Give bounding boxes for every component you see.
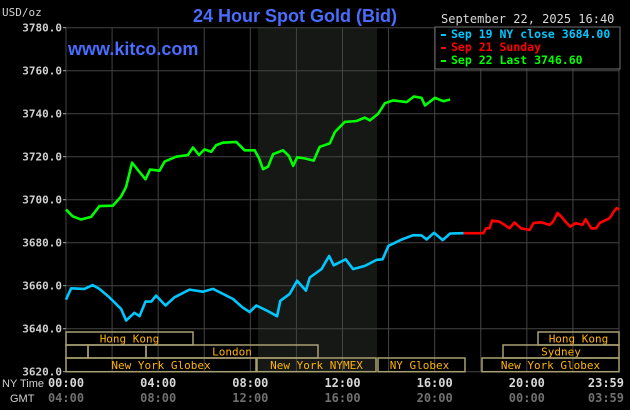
legend-swatch-0 xyxy=(441,34,446,36)
session-label: Hong Kong xyxy=(100,333,160,346)
session-box xyxy=(377,357,466,373)
y-tick-label: 3680.0 xyxy=(22,237,62,250)
session-box xyxy=(481,357,620,373)
legend-entry-2: Sep 22 Last 3746.60 xyxy=(451,53,583,67)
x-tick-ny: 08:00 xyxy=(232,376,268,390)
session-box xyxy=(256,357,377,373)
gmt-label: GMT xyxy=(10,393,35,405)
y-tick-label: 3760.0 xyxy=(22,65,62,78)
series-line-2 xyxy=(65,95,451,221)
x-tick-ny: 20:00 xyxy=(509,376,545,390)
x-tick-ny: 04:00 xyxy=(140,376,176,390)
y-tick-label: 3660.0 xyxy=(22,280,62,293)
legend-entry-1: Sep 21 Sunday xyxy=(451,40,541,54)
session-label: New York NYMEX xyxy=(270,359,363,372)
x-tick-gmt: 16:00 xyxy=(324,391,360,405)
session-label: London xyxy=(212,346,252,359)
x-tick-ny: 16:00 xyxy=(417,376,453,390)
y-tick-label: 3700.0 xyxy=(22,194,62,207)
legend-entry-0: Sep 19 NY close 3684.00 xyxy=(451,27,610,41)
y-tick-label: 3740.0 xyxy=(22,108,62,121)
series-line-1 xyxy=(463,206,620,235)
x-tick-gmt: 08:00 xyxy=(140,391,176,405)
y-tick-label: 3720.0 xyxy=(22,151,62,164)
kitco-watermark: www.kitco.com xyxy=(67,39,198,59)
y-axis-ticks: 3780.0 3760.0 3740.0 3720.0 3700.0 3680.0 3660… xyxy=(22,22,66,379)
x-tick-ny: 00:00 xyxy=(48,376,84,390)
session-label: New York Globex xyxy=(111,359,211,372)
grid xyxy=(65,27,620,373)
session-label: NY Globex xyxy=(390,359,450,372)
session-label: New York Globex xyxy=(501,359,601,372)
y-tick-label: 3780.0 xyxy=(22,22,62,35)
x-tick-ny: 23:59 xyxy=(588,376,624,390)
session-label: Sydney xyxy=(541,346,581,359)
x-tick-gmt: 03:59 xyxy=(588,391,624,405)
timestamp: September 22, 2025 16:40 xyxy=(441,12,614,26)
x-tick-gmt: 04:00 xyxy=(48,391,84,405)
chart-title: 24 Hour Spot Gold (Bid) xyxy=(193,6,397,26)
session-box xyxy=(65,357,257,373)
session-label: Hong Kong xyxy=(549,333,609,346)
series-lines xyxy=(64,95,620,322)
x-tick-gmt: 00:00 xyxy=(509,391,545,405)
y-tick-label: 3640.0 xyxy=(22,323,62,336)
legend-swatch-2 xyxy=(441,60,446,62)
y-axis-unit: USD/oz xyxy=(2,6,42,19)
legend-box xyxy=(434,26,621,70)
x-axis-ticks: 00:0004:0004:0008:0008:0012:0012:0016:00… xyxy=(48,376,624,405)
series-line-0 xyxy=(64,231,464,322)
y-tick-label: 3620.0 xyxy=(22,366,62,379)
x-tick-gmt: 20:00 xyxy=(417,391,453,405)
ny-time-label: NY Time xyxy=(2,378,44,390)
legend-swatch-1 xyxy=(441,47,446,49)
x-tick-ny: 12:00 xyxy=(324,376,360,390)
x-tick-gmt: 12:00 xyxy=(232,391,268,405)
